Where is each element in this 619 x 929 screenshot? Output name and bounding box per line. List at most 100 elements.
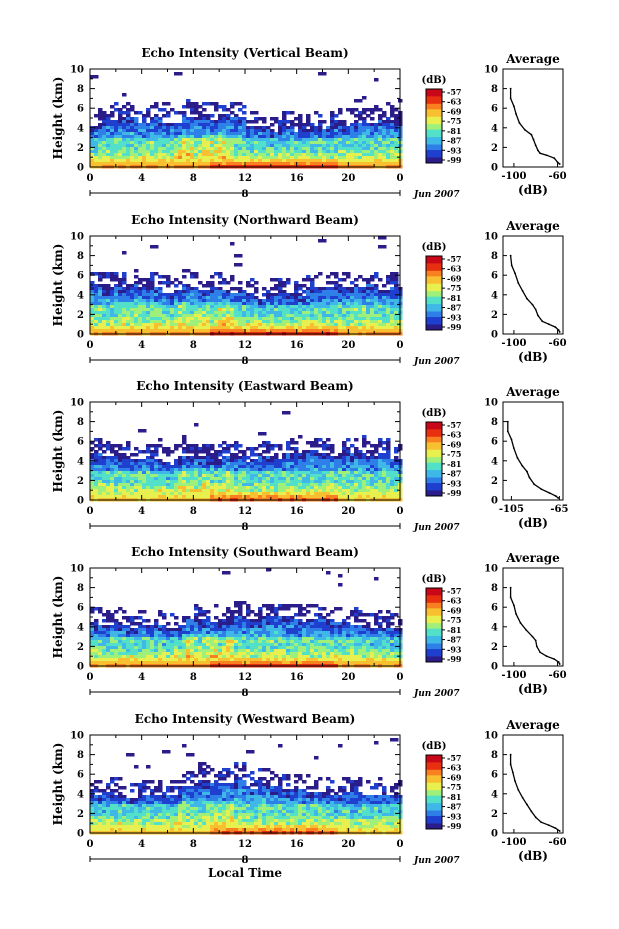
- heatmap-cell: [122, 293, 127, 297]
- heatmap-cell: [162, 123, 167, 127]
- heatmap-cell: [110, 480, 115, 484]
- heatmap-cell: [326, 162, 331, 166]
- heatmap-cell: [122, 610, 127, 614]
- heatmap-cell: [190, 474, 195, 478]
- profile-x-tick-label: -105: [499, 504, 524, 515]
- heatmap-cell: [174, 126, 179, 130]
- heatmap-cell: [370, 293, 375, 297]
- colorbar-segment: [426, 320, 442, 324]
- heatmap-cell: [354, 99, 359, 103]
- heatmap-cell: [166, 450, 171, 454]
- heatmap-cell: [278, 483, 283, 487]
- heatmap-cell: [382, 123, 387, 127]
- heatmap-cell: [122, 251, 127, 255]
- heatmap-cell: [282, 159, 287, 163]
- heatmap-cell: [270, 144, 275, 148]
- profile-point: [534, 308, 537, 311]
- heatmap-cell: [274, 299, 279, 303]
- heatmap-cell: [118, 320, 123, 324]
- heatmap-cell: [362, 435, 367, 439]
- heatmap-cell: [366, 284, 371, 288]
- heatmap-cell: [322, 447, 327, 451]
- heatmap-cell: [238, 320, 243, 324]
- heatmap-cell: [362, 317, 367, 321]
- heatmap-cell: [246, 474, 251, 478]
- heatmap-cell: [378, 489, 383, 493]
- heatmap-cell: [182, 441, 187, 445]
- heatmap-cell: [370, 305, 375, 309]
- heatmap-cell: [326, 317, 331, 321]
- heatmap-cell: [154, 144, 159, 148]
- heatmap-cell: [282, 153, 287, 157]
- heatmap-cell: [358, 323, 363, 327]
- heatmap-cell: [342, 323, 347, 327]
- heatmap-cell: [386, 275, 391, 279]
- heatmap-cell: [90, 284, 95, 288]
- heatmap-cell: [122, 477, 127, 481]
- heatmap-cell: [150, 314, 155, 318]
- heatmap-cell: [94, 132, 99, 136]
- heatmap-cell: [170, 153, 175, 157]
- heatmap-cell: [162, 474, 167, 478]
- heatmap-cell: [98, 477, 103, 481]
- heatmap-cell: [314, 111, 319, 115]
- heatmap-cell: [202, 311, 207, 315]
- heatmap-cell: [282, 323, 287, 327]
- heatmap-cell: [358, 302, 363, 306]
- heatmap-cell: [210, 123, 215, 127]
- heatmap-cell: [182, 616, 187, 620]
- heatmap-cell: [110, 105, 115, 109]
- heatmap-cell: [330, 323, 335, 327]
- heatmap-cell: [250, 296, 255, 300]
- heatmap-cell: [362, 150, 367, 154]
- heatmap-cell: [338, 480, 343, 484]
- heatmap-cell: [298, 329, 303, 333]
- heatmap-cell: [306, 486, 311, 490]
- heatmap-cell: [346, 326, 351, 330]
- heatmap-cell: [150, 156, 155, 160]
- beam-panel-4: Echo Intensity (Southward Beam)0246810He…: [51, 545, 567, 699]
- heatmap-cell: [254, 311, 259, 315]
- heatmap-cell: [362, 278, 367, 282]
- heatmap-cell: [94, 628, 99, 632]
- heatmap-cell: [110, 631, 115, 635]
- heatmap-cell: [222, 308, 227, 312]
- heatmap-cell: [278, 159, 283, 163]
- heatmap-cell: [390, 290, 395, 294]
- heatmap-cell: [302, 323, 307, 327]
- profile-y-tick-label: 4: [491, 456, 498, 467]
- heatmap-cell: [134, 326, 139, 330]
- heatmap-cell: [130, 492, 135, 496]
- heatmap-cell: [94, 126, 99, 130]
- heatmap-cell: [98, 302, 103, 306]
- heatmap-cell: [290, 459, 295, 463]
- heatmap-cell: [158, 495, 163, 499]
- heatmap-cell: [274, 150, 279, 154]
- heatmap-cell: [330, 302, 335, 306]
- heatmap-cell: [278, 284, 283, 288]
- heatmap-cell: [134, 138, 139, 142]
- heatmap-cell: [138, 634, 143, 638]
- heatmap-cell: [362, 462, 367, 466]
- heatmap-cell: [178, 317, 183, 321]
- heatmap-cell: [130, 296, 135, 300]
- heatmap-cell: [330, 135, 335, 139]
- heatmap-cell: [278, 495, 283, 499]
- profile-x-label: (dB): [518, 183, 548, 197]
- heatmap-cell: [386, 465, 391, 469]
- heatmap-cell: [226, 293, 231, 297]
- heatmap-cell: [162, 465, 167, 469]
- heatmap-cell: [98, 652, 103, 656]
- heatmap-cell: [98, 275, 103, 279]
- heatmap-cell: [274, 323, 279, 327]
- heatmap-cell: [270, 326, 275, 330]
- heatmap-cell: [98, 287, 103, 291]
- heatmap-cell: [94, 459, 99, 463]
- heatmap-cell: [178, 314, 183, 318]
- heatmap-cell: [166, 302, 171, 306]
- heatmap-cell: [222, 108, 227, 112]
- heatmap-cell: [266, 296, 271, 300]
- heatmap-cell: [178, 631, 183, 635]
- heatmap-cell: [350, 293, 355, 297]
- heatmap-cell: [250, 156, 255, 160]
